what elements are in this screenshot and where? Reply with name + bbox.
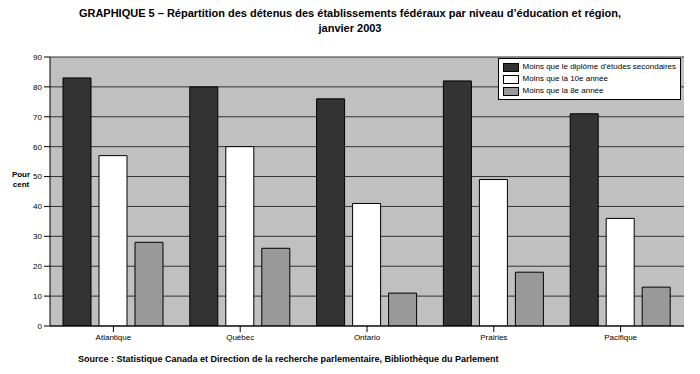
html-text:GRAPHIQUE 5 – Répartition des: GRAPHIQUE 5 – Répartition des détenus de…: [78, 7, 622, 34]
svg-text:Prairies: Prairies: [480, 333, 507, 342]
svg-text:30: 30: [33, 232, 42, 241]
svg-text:Ontario: Ontario: [354, 333, 381, 342]
svg-text:Québec: Québec: [226, 333, 254, 342]
svg-text:90: 90: [33, 53, 42, 62]
svg-text:40: 40: [33, 202, 42, 211]
svg-text:70: 70: [33, 113, 42, 122]
svg-text:50: 50: [33, 172, 42, 181]
svg-text:10: 10: [33, 292, 42, 301]
html-text:Pour cent: Pour cent: [11, 170, 31, 189]
svg-text:Pacifique: Pacifique: [604, 333, 637, 342]
html-text:Moins que la 10e année: Moins que la 10e année: [522, 74, 608, 83]
svg-text:0: 0: [38, 322, 43, 331]
svg-text:20: 20: [33, 262, 42, 271]
html-text:Moins que la 8e année: Moins que la 8e année: [522, 86, 604, 95]
svg-text:80: 80: [33, 83, 42, 92]
svg-text:Atlantique: Atlantique: [96, 333, 132, 342]
html-text:Moins que le diplôme d’études: Moins que le diplôme d’études secondaire…: [522, 62, 676, 71]
svg-text:60: 60: [33, 143, 42, 152]
html-text:Source : Statistique Canada et: Source : Statistique Canada et Direction…: [78, 354, 499, 364]
